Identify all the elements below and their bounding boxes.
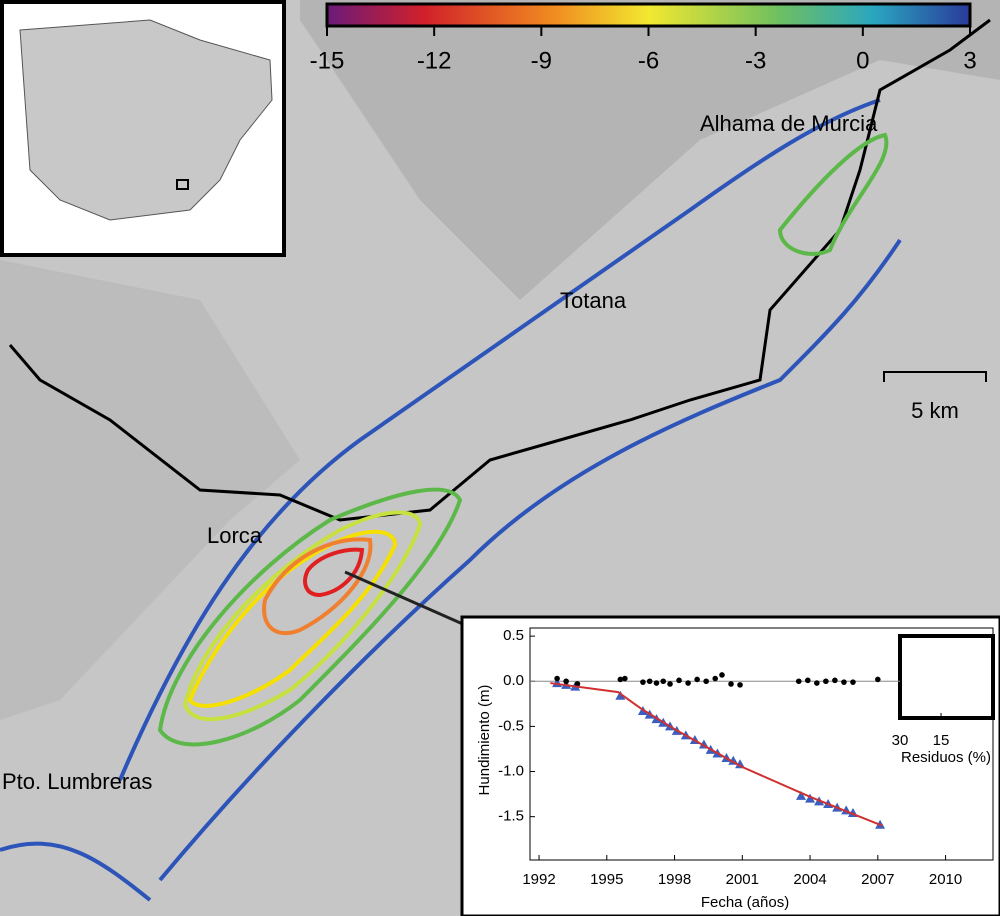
data-point <box>737 682 743 688</box>
x-tick-label: 2001 <box>726 871 759 888</box>
y-tick-label: 0.0 <box>503 672 524 689</box>
place-label: Lorca <box>207 523 263 548</box>
border <box>8 18 991 522</box>
fit-line <box>550 682 883 827</box>
contour <box>158 238 902 882</box>
contour <box>157 487 463 747</box>
data-point <box>676 677 682 684</box>
data-point <box>554 675 560 682</box>
place-label: Totana <box>560 288 627 313</box>
contour <box>0 841 152 902</box>
y-tick-label: -1.5 <box>498 808 524 825</box>
residual-tick-label: 15 <box>933 732 950 749</box>
data-point <box>875 676 881 683</box>
data-point <box>823 678 829 685</box>
data-point <box>660 678 667 685</box>
data-point <box>805 793 816 803</box>
x-tick-label: 2010 <box>929 871 962 888</box>
scale-label: 5 km <box>911 398 959 423</box>
x-tick-label: 1998 <box>658 871 691 888</box>
residual-label: Residuos (%) <box>901 749 991 766</box>
data-point <box>841 679 847 685</box>
contour <box>118 98 881 781</box>
y-tick-label: 0.5 <box>503 627 524 644</box>
data-point <box>694 676 700 683</box>
y-tick-label: -1.0 <box>498 763 524 780</box>
x-tick-label: 2004 <box>793 871 826 888</box>
y-tick-label: -0.5 <box>498 717 524 734</box>
place-label: Pto. Lumbreras <box>2 769 152 794</box>
y-axis-label: Hundimiento (m) <box>476 685 493 796</box>
data-point <box>712 675 718 682</box>
x-axis-label: Fecha (años) <box>701 894 789 911</box>
data-point <box>685 680 691 686</box>
place-label: Alhama de Murcia <box>700 111 878 136</box>
data-point <box>574 681 581 687</box>
x-tick-label: 1995 <box>590 871 623 888</box>
data-point <box>640 679 646 685</box>
x-tick-label: 1992 <box>522 871 555 888</box>
data-point <box>805 677 811 684</box>
data-point <box>728 681 734 687</box>
colorbar-tick-label: -6 <box>638 47 659 74</box>
data-point <box>563 678 569 685</box>
data-point <box>615 690 626 700</box>
pointer-arrow <box>344 570 466 627</box>
contour <box>777 132 889 256</box>
colorbar-tick-label: -3 <box>745 47 766 74</box>
data-point <box>653 680 660 686</box>
colorbar-tick-label: -9 <box>531 47 552 74</box>
scale-bar <box>883 371 987 382</box>
data-point <box>796 790 807 800</box>
relief <box>0 260 300 720</box>
colorbar-tick-label: -12 <box>417 47 452 74</box>
data-point <box>703 678 709 685</box>
colorbar-tick-label: -15 <box>310 47 345 74</box>
colorbar <box>325 2 972 28</box>
colorbar-tick-label: 0 <box>856 47 869 74</box>
contour <box>262 537 373 636</box>
iberia <box>19 19 273 221</box>
data-point <box>795 678 802 685</box>
data-point <box>617 676 624 683</box>
data-point <box>832 677 838 684</box>
data-point <box>622 675 628 682</box>
residual-tick-label: 30 <box>892 732 909 749</box>
x-tick-label: 2007 <box>861 871 894 888</box>
data-point <box>850 679 856 685</box>
contour <box>187 529 398 708</box>
relief <box>300 0 1000 300</box>
data-point <box>814 680 820 686</box>
residual-inset <box>898 634 995 720</box>
data-point <box>667 681 673 687</box>
locator-box <box>176 179 189 190</box>
contour <box>182 510 423 722</box>
data-point <box>719 672 725 678</box>
contour <box>303 547 365 598</box>
colorbar-tick-label: 3 <box>963 47 976 74</box>
data-point <box>646 678 653 685</box>
plot-area <box>529 627 994 861</box>
